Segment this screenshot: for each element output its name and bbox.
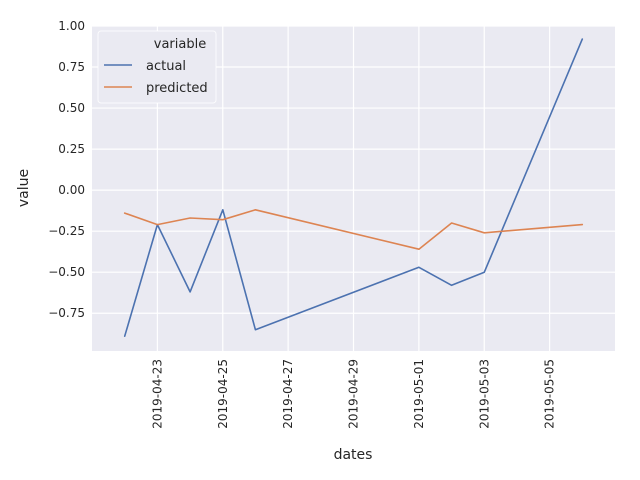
y-tick-label: 0.75 [58,60,85,74]
x-tick-label: 2019-04-27 [281,359,295,429]
x-tick-label: 2019-04-29 [347,359,361,429]
x-tick-label: 2019-05-05 [543,359,557,429]
y-tick-label: −0.50 [48,265,85,279]
series-line-predicted [123,209,584,250]
legend-label-predicted: predicted [146,81,208,96]
x-axis-title: dates [334,447,373,463]
x-tick-label: 2019-05-01 [412,359,426,429]
y-axis-title: value [16,169,32,207]
y-axis-ticks: −0.75 −0.50 −0.25 0.00 0.25 0.50 0.75 1.00 [48,19,85,320]
y-tick-label: 0.00 [58,183,85,197]
series-lines [123,38,584,338]
x-tick-label: 2019-05-03 [477,359,491,429]
y-tick-label: −0.25 [48,224,85,238]
y-tick-label: 0.50 [58,101,85,115]
y-tick-label: 0.25 [58,142,85,156]
series-line-actual [123,38,584,338]
x-tick-label: 2019-04-23 [150,359,164,429]
legend-title: variable [154,37,206,52]
legend-box [97,30,217,104]
y-tick-label: −0.75 [48,306,85,320]
legend-label-actual: actual [146,59,186,74]
x-tick-label: 2019-04-25 [216,359,230,429]
legend: variable actual predicted [97,30,217,104]
x-axis-ticks: 2019-04-23 2019-04-25 2019-04-27 2019-04-29… [150,359,556,429]
y-tick-label: 1.00 [58,19,85,33]
